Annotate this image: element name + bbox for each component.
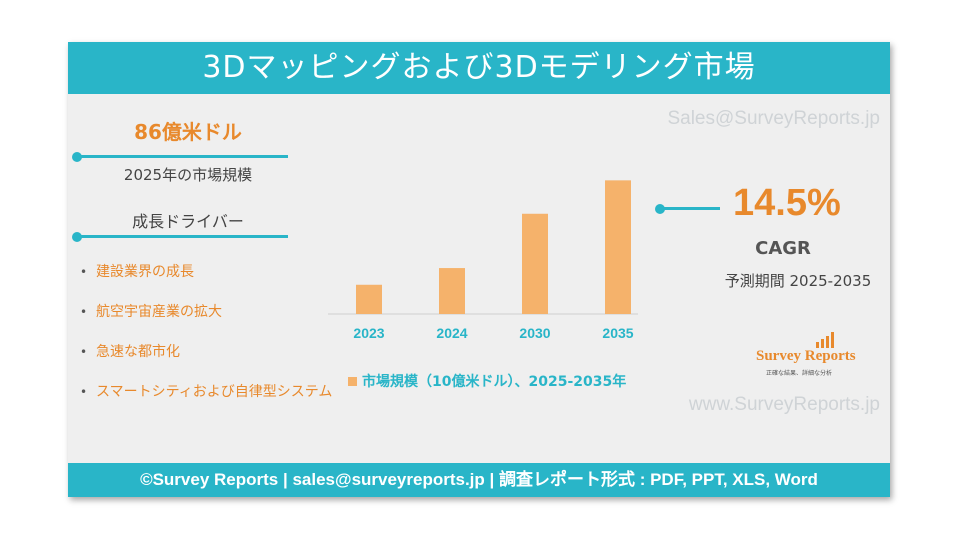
x-tick-label: 2024 [436, 325, 467, 341]
infographic-card: 3Dマッピングおよび3Dモデリング市場 Sales@SurveyReports.… [68, 42, 890, 497]
logo-tagline: 正確な結果、詳細な分析 [766, 370, 833, 377]
footer: ©Survey Reports | sales@surveyreports.jp… [68, 463, 890, 497]
legend-label: 市場規模（10億米ドル）、2025-2035年 [362, 374, 627, 390]
watermark-email: Sales@SurveyReports.jp [667, 108, 880, 129]
driver-item: 急速な都市化 [80, 342, 345, 362]
x-tick-label: 2023 [353, 325, 384, 341]
driver-item: スマートシティおよび自律型システム [80, 382, 345, 402]
x-tick-label: 2030 [519, 325, 550, 341]
watermark-url: www.SurveyReports.jp [688, 394, 880, 415]
driver-item: 航空宇宙産業の拡大 [80, 302, 345, 322]
bar-2035 [605, 180, 631, 314]
market-size-value: 86億米ドル [134, 120, 242, 144]
logo-name: Survey Reports [756, 348, 856, 364]
bar-2030 [522, 213, 548, 314]
page-title: 3Dマッピングおよび3Dモデリング市場 [68, 42, 890, 94]
chart-legend: 市場規模（10億米ドル）、2025-2035年 [348, 371, 626, 391]
growth-drivers-list: 建設業界の成長 航空宇宙産業の拡大 急速な都市化 スマートシティおよび自律型シス… [80, 262, 345, 422]
divider-line-1 [76, 155, 288, 158]
bar-2023 [356, 284, 382, 314]
cagr-period: 予測期間 2025-2035 [724, 272, 872, 290]
growth-drivers-heading: 成長ドライバー [132, 212, 244, 231]
cagr-label: CAGR [755, 238, 811, 259]
bar-2024 [439, 268, 465, 314]
logo-bars-icon [816, 332, 834, 348]
driver-item: 建設業界の成長 [80, 262, 345, 282]
divider-line-2 [76, 235, 288, 238]
legend-swatch [348, 377, 357, 386]
x-tick-label: 2035 [602, 325, 633, 341]
market-size-caption: 2025年の市場規模 [123, 166, 253, 184]
cagr-value: 14.5% [733, 182, 841, 224]
bar-chart: 2023 2024 2030 2035 [328, 180, 638, 341]
cagr-line [660, 207, 720, 210]
